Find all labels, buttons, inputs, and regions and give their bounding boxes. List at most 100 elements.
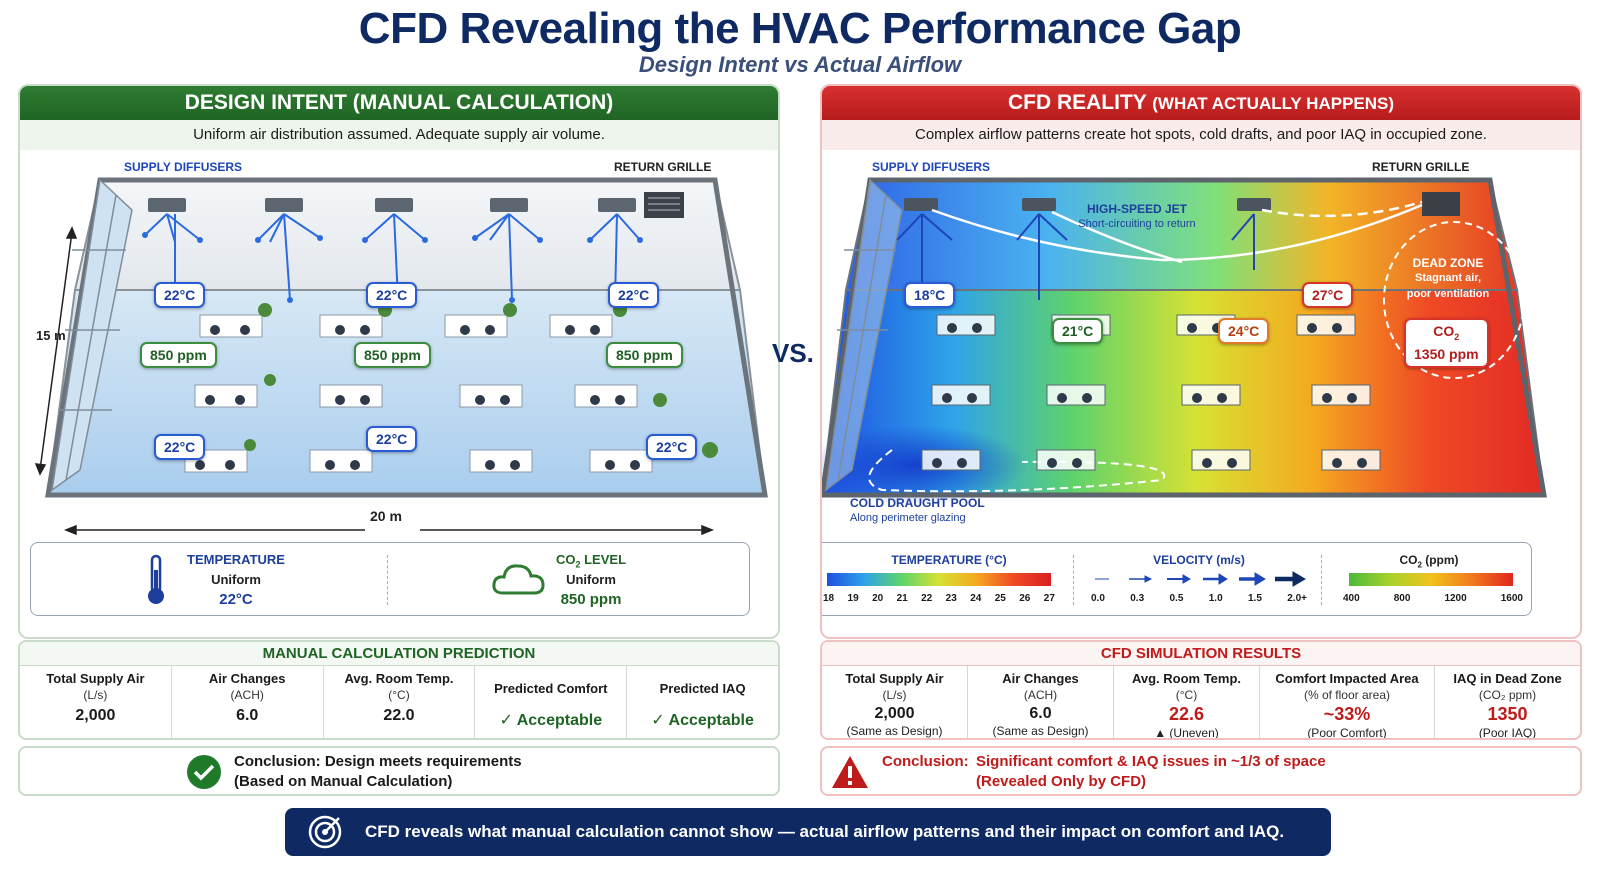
- cfd-return-grille: [1422, 192, 1460, 216]
- temp-callout: 22°C: [608, 282, 660, 308]
- cfd-supply-diffusers-label: SUPPLY DIFFUSERS: [872, 160, 991, 174]
- design-intent-panel: DESIGN INTENT (MANUAL CALCULATION) Unifo…: [18, 84, 780, 639]
- cfd-conclusion-line1: Significant comfort & IAQ issues in ~1/3…: [976, 753, 1326, 770]
- co2-ticks: 400 800 1200 1600: [1343, 593, 1523, 604]
- design-conclusion-line2: (Based on Manual Calculation): [234, 773, 453, 790]
- manual-table-title: MANUAL CALCULATION PREDICTION: [20, 642, 778, 666]
- cfd-supply-diffusers: [904, 198, 1271, 211]
- high-speed-jet-title: HIGH-SPEED JET: [1086, 202, 1188, 216]
- thermometer-icon: [148, 554, 164, 604]
- summary-banner: CFD reveals what manual calculation cann…: [285, 808, 1331, 856]
- room-outer-rim: [45, 177, 768, 498]
- room-width-dimension: 20 m: [370, 508, 402, 524]
- manual-calculation-table: MANUAL CALCULATION PREDICTION Total Supp…: [18, 640, 780, 740]
- co2-callout: 850 ppm: [140, 342, 217, 368]
- co2-level-state: Uniform: [566, 572, 616, 587]
- dead-zone-line1: Stagnant air,: [1414, 272, 1482, 284]
- temperature-color-bar: [827, 573, 1051, 586]
- high-speed-jet-note: Short-circuiting to return: [1078, 218, 1196, 230]
- cfd-col-room-temp: Avg. Room Temp. (°C) 22.6 ▲ (Uneven): [1114, 666, 1260, 738]
- target-icon: [308, 815, 342, 849]
- legend-divider-2: [1321, 555, 1322, 605]
- summary-divider: [387, 555, 388, 605]
- cfd-table-title: CFD SIMULATION RESULTS: [822, 642, 1580, 666]
- co2-callout: 850 ppm: [606, 342, 683, 368]
- temp-callout: 22°C: [366, 282, 418, 308]
- cfd-temp-callout-18: 18°C: [904, 282, 956, 308]
- dead-zone-title: DEAD ZONE: [1412, 256, 1484, 270]
- co2-callout: 850 ppm: [354, 342, 431, 368]
- legend-divider-1: [1073, 555, 1074, 605]
- cold-pool-title: COLD DRAUGHT POOL: [850, 496, 985, 510]
- cfd-col-air-changes: Air Changes (ACH) 6.0 (Same as Design): [968, 666, 1114, 738]
- legend-co2-title: CO2 (ppm): [1399, 553, 1459, 570]
- cfd-room-rim: [822, 177, 1547, 498]
- manual-col-comfort: Predicted Comfort ✓ Acceptable: [475, 666, 628, 738]
- temp-callout: 22°C: [366, 426, 418, 452]
- cold-pool-note: Along perimeter glazing: [850, 512, 966, 524]
- cfd-temp-callout-27: 27°C: [1302, 282, 1354, 308]
- cfd-col-iaq-dead-zone: IAQ in Dead Zone (CO₂ ppm) 1350 (Poor IAQ): [1453, 671, 1562, 740]
- banner-text: CFD reveals what manual calculation cann…: [365, 822, 1285, 841]
- check-circle-icon: [187, 755, 221, 789]
- temp-callout: 22°C: [154, 282, 206, 308]
- versus-label: VS.: [772, 338, 814, 368]
- design-intent-subheading: Uniform air distribution assumed. Adequa…: [20, 120, 778, 150]
- cfd-col-comfort-area: Comfort Impacted Area (% of floor area) ~3…: [1260, 666, 1435, 738]
- return-grille-label: RETURN GRILLE: [614, 160, 712, 174]
- return-grille-slats: [648, 197, 680, 211]
- design-conclusion-line1: Conclusion: Design meets requirements: [234, 753, 522, 770]
- cfd-conclusion-label: Conclusion:: [882, 753, 969, 770]
- high-speed-jet-streamlines: [931, 200, 1423, 264]
- dead-zone-ring: [1383, 221, 1525, 379]
- manual-col-room-temp: Avg. Room Temp. (°C) 22.0: [324, 666, 476, 738]
- room-floor: [46, 289, 767, 496]
- cfd-temp-callout-21: 21°C: [1052, 318, 1104, 344]
- temp-callout: 22°C: [154, 434, 206, 460]
- cfd-return-grille-label: RETURN GRILLE: [1372, 160, 1470, 174]
- supply-diffusers: [148, 198, 636, 212]
- page-title: CFD Revealing the HVAC Performance Gap: [358, 4, 1242, 53]
- design-room-illustration: [34, 177, 768, 536]
- manual-col-air-changes: Air Changes (ACH) 6.0: [172, 666, 324, 738]
- cfd-conclusion: Conclusion: Significant comfort & IAQ is…: [820, 746, 1582, 796]
- room-height-dimension: 15 m: [36, 328, 66, 343]
- co2-level-value: 850 ppm: [560, 591, 622, 608]
- warning-icon: [832, 756, 868, 788]
- office-occupants: [195, 325, 640, 470]
- temperature-value: 22°C: [219, 591, 253, 608]
- return-grille: [644, 192, 684, 218]
- velocity-ticks: 0.0 0.3 0.5 1.0 1.5 2.0+: [1091, 593, 1307, 604]
- design-intent-heading: DESIGN INTENT (MANUAL CALCULATION): [20, 86, 778, 120]
- cfd-col-supply-air: Total Supply Air (L/s) 2,000 (Same as Desig…: [822, 666, 968, 738]
- cfd-results-table: CFD SIMULATION RESULTS Total Supply Air(…: [820, 640, 1582, 740]
- co2-dead-zone-callout: CO2 1350 ppm: [1404, 318, 1489, 368]
- cfd-room-illustration: [822, 177, 1547, 505]
- design-conclusion: Conclusion: Design meets requirements (B…: [18, 746, 780, 796]
- legend-velocity-title: VELOCITY (m/s): [1153, 553, 1245, 567]
- cloud-icon: [492, 564, 545, 595]
- supply-diffusers-label: SUPPLY DIFFUSERS: [124, 160, 243, 174]
- cfd-conclusion-line2: (Revealed Only by CFD): [976, 773, 1147, 790]
- cfd-reality-panel: CFD REALITY (WHAT ACTUALLY HAPPENS) Comp…: [820, 84, 1582, 639]
- legend-temperature-title: TEMPERATURE (°C): [891, 553, 1007, 567]
- cold-pool-streamline: [868, 449, 1166, 493]
- temperature-label: TEMPERATURE: [187, 552, 285, 567]
- cfd-legend: TEMPERATURE (°C) 18 19 20 21 22 23 24 25 26 27 VE…: [822, 542, 1532, 616]
- co2-color-bar: [1349, 573, 1513, 586]
- cfd-reality-heading: CFD REALITY (WHAT ACTUALLY HAPPENS): [822, 86, 1580, 120]
- cfd-perimeter-glazing: [824, 178, 903, 492]
- temperature-state: Uniform: [211, 572, 261, 587]
- manual-col-iaq: Predicted IAQ ✓ Acceptable: [651, 681, 754, 729]
- co2-level-label: CO2 LEVEL: [555, 552, 627, 570]
- temp-callout: 22°C: [646, 434, 698, 460]
- page-subtitle: Design Intent vs Actual Airflow: [638, 52, 962, 77]
- dead-zone-line2: poor ventilation: [1406, 288, 1490, 300]
- design-uniform-summary: TEMPERATURE Uniform 22°C CO2 LEVEL Unifo…: [30, 542, 750, 616]
- cfd-reality-subheading: Complex airflow patterns create hot spot…: [822, 120, 1580, 150]
- manual-col-supply-air: Total Supply Air (L/s) 2,000: [20, 666, 172, 738]
- perimeter-glazing: [50, 178, 133, 492]
- cfd-temp-callout-24: 24°C: [1218, 318, 1270, 344]
- velocity-arrow-scale: [1095, 571, 1306, 587]
- temperature-ticks: 18 19 20 21 22 23 24 25 26 27: [823, 593, 1055, 604]
